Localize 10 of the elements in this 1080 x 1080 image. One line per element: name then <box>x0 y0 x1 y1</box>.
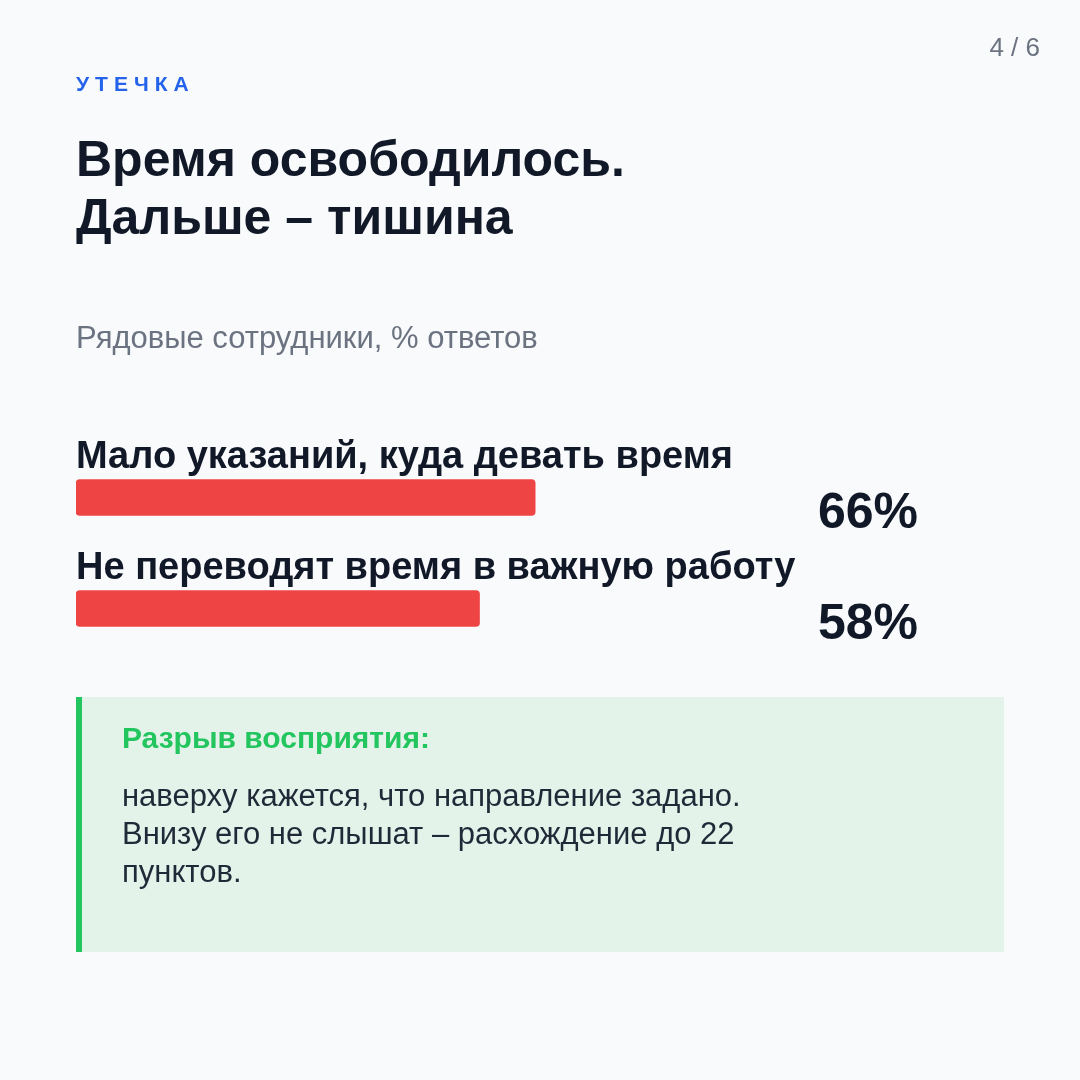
y-tick-label: Мало указаний, куда девать время <box>76 433 734 476</box>
chart-subtitle: Рядовые сотрудники, % ответов <box>76 320 538 356</box>
text: наверху кажется, что направление задано. Внизу его не слышат – расхождение до 22 пунктов. <box>122 777 742 891</box>
text: 4 / 6 <box>989 32 1040 63</box>
text: УТЕЧКА <box>76 72 195 96</box>
chart-title: Время освободилось. Дальше – тишина <box>76 130 625 246</box>
text: Разрыв восприятия: <box>122 721 431 755</box>
y-tick-label: Не переводят время в важную работу <box>76 544 796 587</box>
data-label: 66% <box>817 482 918 539</box>
data-label: 58% <box>817 593 918 650</box>
